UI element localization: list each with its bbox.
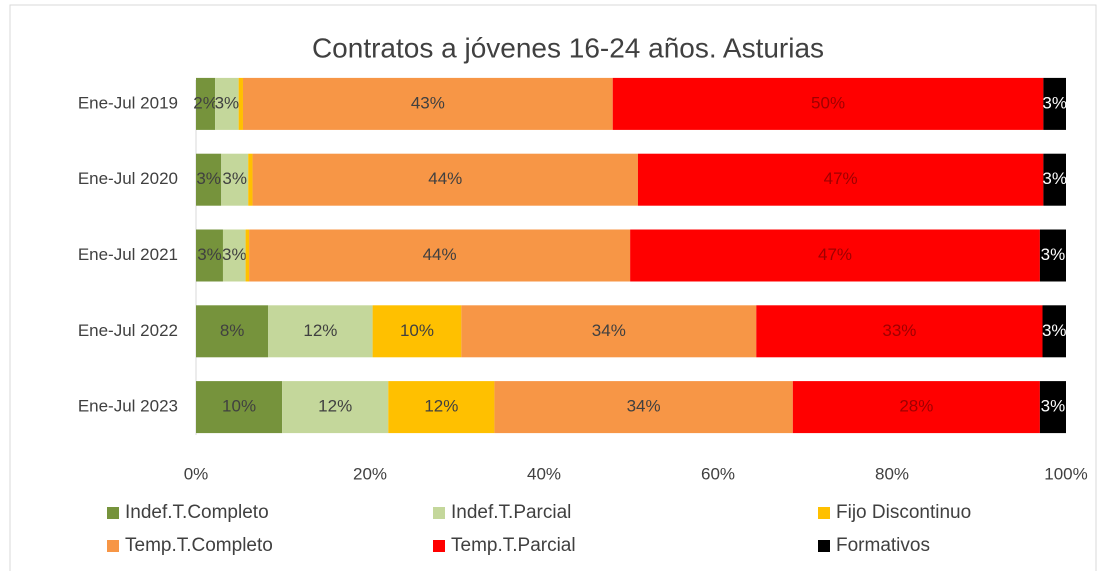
legend-swatch bbox=[433, 540, 445, 552]
bar-segment bbox=[792, 381, 1040, 434]
legend-label: Indef.T.Parcial bbox=[451, 502, 571, 523]
data-label: 3% bbox=[1042, 93, 1067, 112]
legend-label: Formativos bbox=[836, 535, 930, 556]
bar-segment bbox=[1043, 77, 1066, 130]
bar-segment bbox=[282, 381, 389, 434]
bar-segment bbox=[637, 153, 1044, 206]
data-label: 50% bbox=[811, 93, 845, 112]
x-tick-label: 100% bbox=[1044, 464, 1087, 483]
bar-segment bbox=[1039, 229, 1066, 282]
bar-segment bbox=[1039, 381, 1066, 434]
data-label: 10% bbox=[222, 397, 256, 416]
data-label: 3% bbox=[1041, 245, 1066, 264]
bar-segment bbox=[612, 77, 1044, 130]
legend-label: Temp.T.Completo bbox=[125, 535, 273, 556]
chart-title: Contratos a jóvenes 16-24 años. Asturias bbox=[312, 32, 824, 63]
bar-segment bbox=[756, 305, 1043, 358]
data-label: 34% bbox=[592, 321, 626, 340]
bar-segment bbox=[196, 229, 223, 282]
data-label: 28% bbox=[899, 397, 933, 416]
legend-swatch bbox=[107, 507, 119, 519]
data-label: 47% bbox=[824, 169, 858, 188]
legend-label: Temp.T.Parcial bbox=[451, 535, 576, 556]
bar-segment bbox=[196, 381, 283, 434]
bar-segment bbox=[1043, 153, 1066, 206]
bar-segment bbox=[252, 153, 638, 206]
data-label: 3% bbox=[197, 245, 222, 264]
data-label: 12% bbox=[424, 397, 458, 416]
bar-segment bbox=[222, 229, 246, 282]
data-label: 43% bbox=[411, 93, 445, 112]
data-label: 12% bbox=[318, 397, 352, 416]
y-tick-label: Ene-Jul 2023 bbox=[78, 397, 178, 416]
legend-swatch bbox=[107, 540, 119, 552]
legend-label: Fijo Discontinuo bbox=[836, 502, 971, 523]
bar-segment bbox=[245, 229, 250, 282]
bar-segment bbox=[196, 305, 269, 358]
x-tick-label: 0% bbox=[184, 464, 209, 483]
data-label: 3% bbox=[196, 169, 221, 188]
bar-segment bbox=[372, 305, 462, 358]
bar-segment bbox=[494, 381, 793, 434]
bar-segment bbox=[221, 153, 249, 206]
data-label: 3% bbox=[1042, 169, 1067, 188]
data-label: 33% bbox=[882, 321, 916, 340]
data-label: 34% bbox=[627, 397, 661, 416]
legend-label: Indef.T.Completo bbox=[125, 502, 269, 523]
legend-swatch bbox=[818, 540, 830, 552]
bar-segment bbox=[215, 77, 239, 130]
data-label: 10% bbox=[400, 321, 434, 340]
data-label: 3% bbox=[1041, 397, 1066, 416]
bar-segment bbox=[248, 153, 253, 206]
data-label: 2% bbox=[193, 93, 218, 112]
data-label: 12% bbox=[303, 321, 337, 340]
y-tick-label: Ene-Jul 2020 bbox=[78, 169, 178, 188]
y-tick-label: Ene-Jul 2019 bbox=[78, 93, 178, 112]
x-tick-label: 20% bbox=[353, 464, 387, 483]
legend-swatch bbox=[818, 507, 830, 519]
bar-segment bbox=[1042, 305, 1066, 358]
data-label: 8% bbox=[220, 321, 245, 340]
data-label: 44% bbox=[423, 245, 457, 264]
y-tick-label: Ene-Jul 2022 bbox=[78, 321, 178, 340]
data-label: 3% bbox=[222, 169, 247, 188]
x-tick-label: 60% bbox=[701, 464, 735, 483]
x-tick-label: 80% bbox=[875, 464, 909, 483]
bar-segment bbox=[268, 305, 373, 358]
x-tick-label: 40% bbox=[527, 464, 561, 483]
data-label: 3% bbox=[215, 93, 240, 112]
bar-segment bbox=[196, 153, 222, 206]
bar-segment bbox=[630, 229, 1040, 282]
bar-segment bbox=[249, 229, 631, 282]
data-label: 3% bbox=[1042, 321, 1067, 340]
bar-segment bbox=[242, 77, 613, 130]
bar-segment bbox=[388, 381, 495, 434]
legend-swatch bbox=[433, 507, 445, 519]
data-label: 44% bbox=[428, 169, 462, 188]
bar-segment bbox=[238, 77, 243, 130]
data-label: 3% bbox=[222, 245, 247, 264]
y-tick-label: Ene-Jul 2021 bbox=[78, 245, 178, 264]
bar-segment bbox=[196, 77, 216, 130]
bar-segment bbox=[461, 305, 757, 358]
data-label: 47% bbox=[818, 245, 852, 264]
